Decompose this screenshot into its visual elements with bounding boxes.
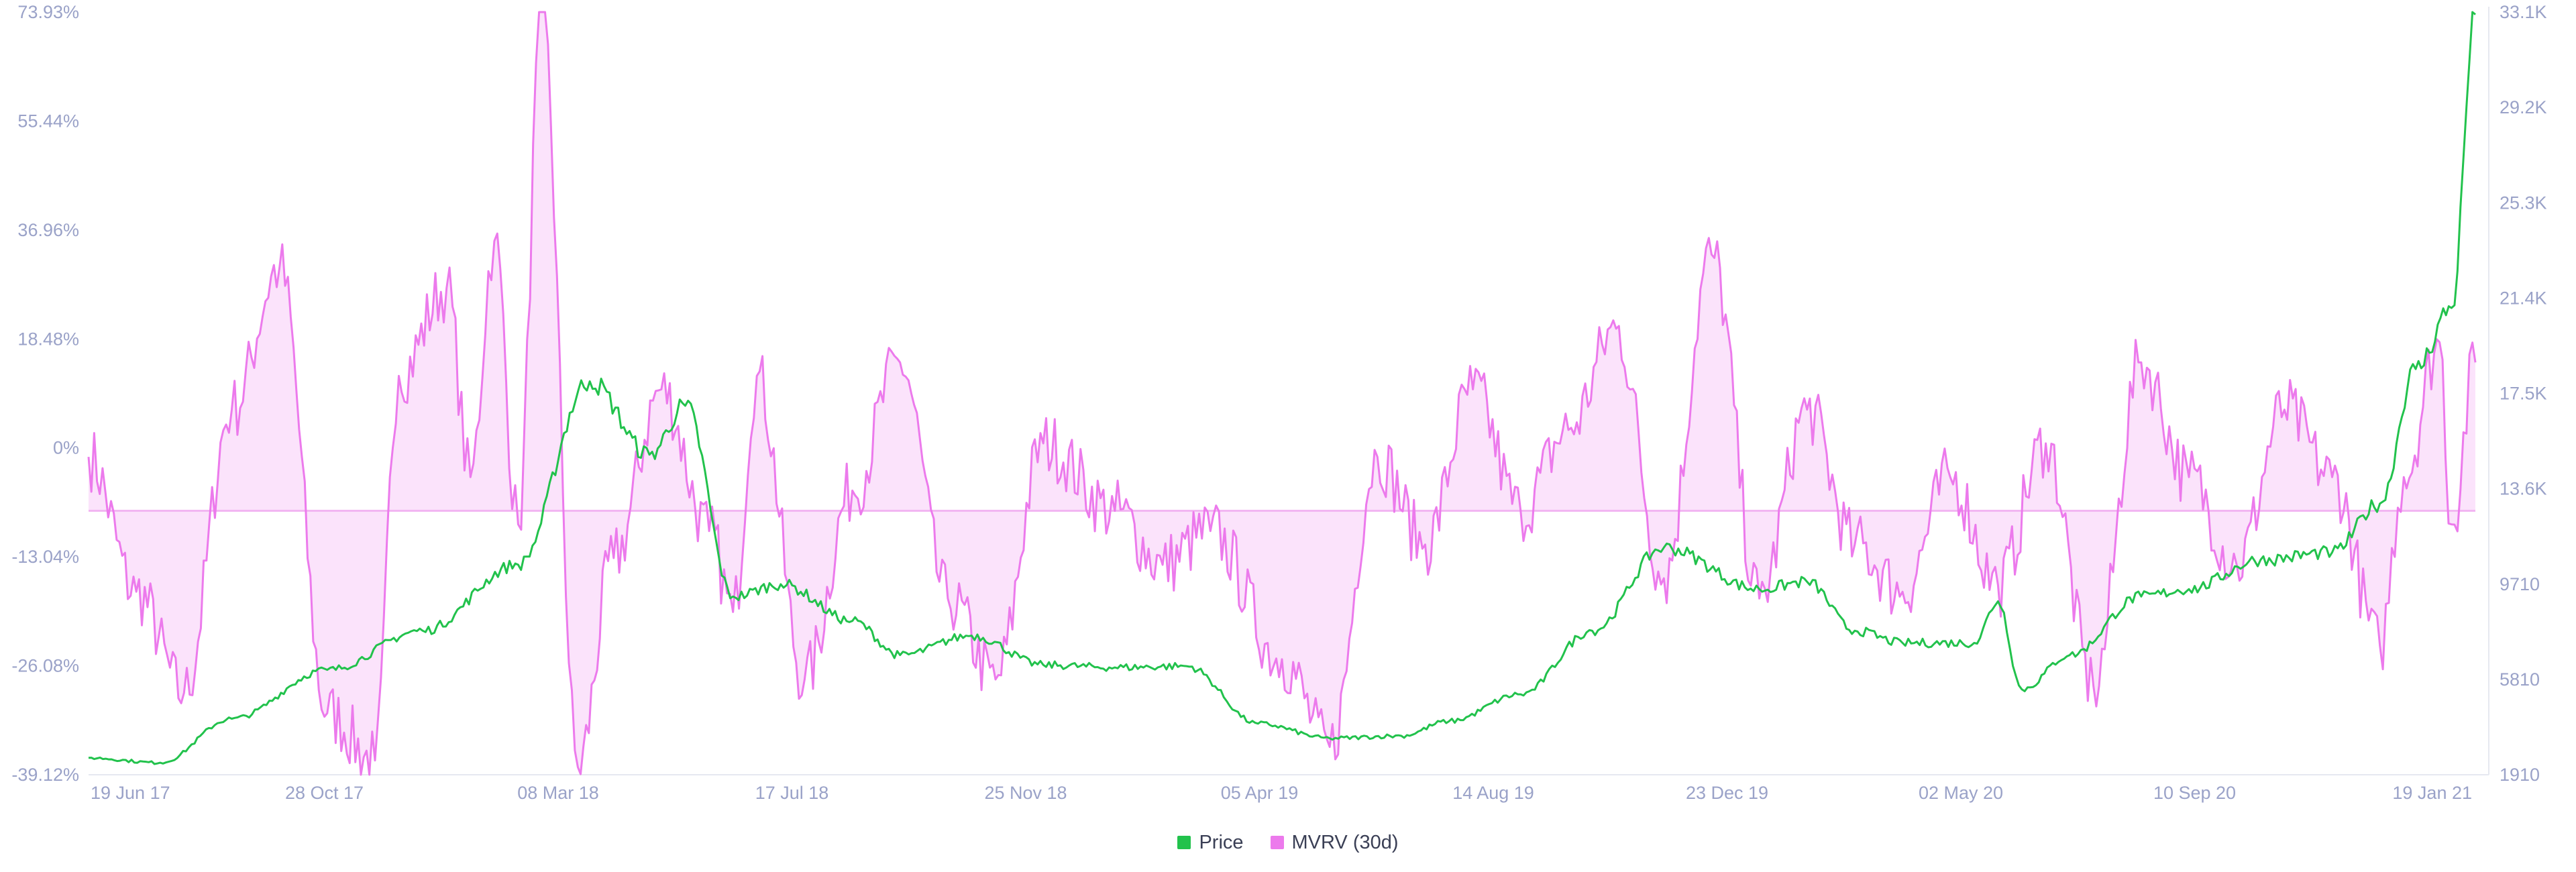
x-axis-tick-label: 19 Jun 17 (91, 783, 170, 803)
right-axis-tick-label: 33.1K (2500, 2, 2547, 22)
chart-legend: Price MVRV (30d) (0, 829, 2576, 856)
x-axis-tick-label: 14 Aug 19 (1452, 783, 1534, 803)
left-axis-tick-label: 0% (53, 438, 79, 458)
left-axis-tick-label: -13.04% (11, 547, 79, 567)
price-line (88, 11, 2476, 765)
legend-swatch-price (1177, 836, 1191, 849)
x-axis-tick-label: 17 Jul 18 (755, 783, 829, 803)
left-axis-tick-label: -39.12% (11, 765, 79, 785)
x-axis-tick-label: 23 Dec 19 (1686, 783, 1768, 803)
right-axis-ticks: 33.1K 29.2K 25.3K 21.4K 17.5K 13.6K 9710 5810 19… (2500, 2, 2547, 785)
right-axis-tick-label: 29.2K (2500, 97, 2547, 117)
left-axis-tick-label: 18.48% (17, 329, 79, 349)
legend-label-mvrv: MVRV (30d) (1291, 831, 1399, 853)
legend-item-price[interactable]: Price (1177, 831, 1244, 854)
left-axis-tick-label: 36.96% (17, 220, 79, 240)
legend-swatch-mvrv (1270, 836, 1284, 849)
right-axis-tick-label: 5810 (2500, 669, 2540, 690)
x-axis-tick-label: 10 Sep 20 (2153, 783, 2236, 803)
series-layer (87, 11, 2477, 776)
x-axis-ticks: 19 Jun 17 28 Oct 17 08 Mar 18 17 Jul 18 25 N… (91, 783, 2472, 803)
mvrv-line (87, 11, 2477, 776)
legend-item-mvrv[interactable]: MVRV (30d) (1270, 831, 1399, 854)
left-axis-tick-label: -26.08% (11, 656, 79, 676)
x-axis-tick-label: 05 Apr 19 (1221, 783, 1299, 803)
left-axis-tick-label: 73.93% (17, 2, 79, 22)
legend-label-price: Price (1199, 831, 1244, 853)
left-axis-ticks: 73.93% 55.44% 36.96% 18.48% 0% -13.04% -26.08%… (11, 2, 79, 785)
x-axis-tick-label: 19 Jan 21 (2392, 783, 2472, 803)
right-axis-tick-label: 21.4K (2500, 288, 2547, 308)
right-axis-tick-label: 1910 (2500, 765, 2540, 785)
right-axis-tick-label: 25.3K (2500, 193, 2547, 213)
x-axis-tick-label: 08 Mar 18 (517, 783, 599, 803)
x-axis-tick-label: 25 Nov 18 (984, 783, 1067, 803)
left-axis-tick-label: 55.44% (17, 111, 79, 131)
x-axis-tick-label: 02 May 20 (1919, 783, 2003, 803)
right-axis-tick-label: 9710 (2500, 574, 2540, 594)
right-axis-tick-label: 17.5K (2500, 384, 2547, 404)
x-axis-tick-label: 28 Oct 17 (285, 783, 364, 803)
right-axis-tick-label: 13.6K (2500, 479, 2547, 499)
